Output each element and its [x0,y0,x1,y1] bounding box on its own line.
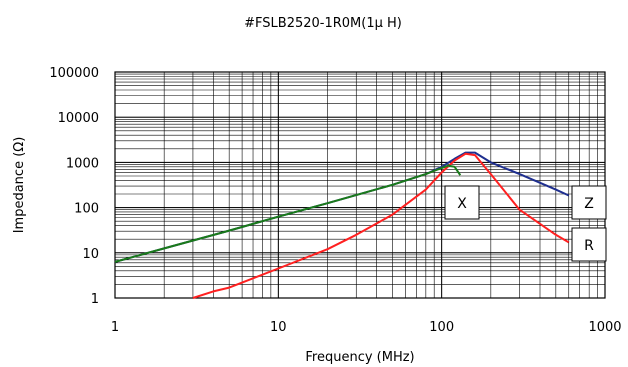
series-label-box-z [571,185,607,220]
y-tick-label: 1000 [66,156,99,171]
series-line-r [192,152,570,299]
grid [114,71,606,299]
y-tick-label: 100000 [49,66,99,81]
y-tick-label: 10000 [58,111,99,126]
x-tick-label: 1 [111,320,119,335]
plot-frame [114,71,606,299]
y-tick-label: 10 [82,247,99,262]
x-tick-label: 10 [270,320,287,335]
y-tick-label: 1 [91,292,99,307]
x-tick-label: 100 [429,320,454,335]
x-tick-labels: 1 10 100 1000 [111,320,622,335]
y-tick-label: 100 [74,202,99,217]
series-label-box-x [444,185,480,220]
series-line-x [114,164,462,263]
y-axis-label: Impedance (Ω) [12,137,27,234]
series-labels: Z R X [444,185,607,262]
chart-title: #FSLB2520-1R0M(1μ H) [244,16,402,31]
x-tick-label: 1000 [588,320,621,335]
series-group [114,151,570,299]
series-label-x: X [457,196,467,212]
series-label-r: R [584,238,594,254]
y-tick-labels: 1 10 100 1000 10000 100000 [49,66,99,307]
series-label-z: Z [584,196,594,212]
series-label-box-r [571,227,607,262]
x-axis-label: Frequency (MHz) [305,350,414,365]
